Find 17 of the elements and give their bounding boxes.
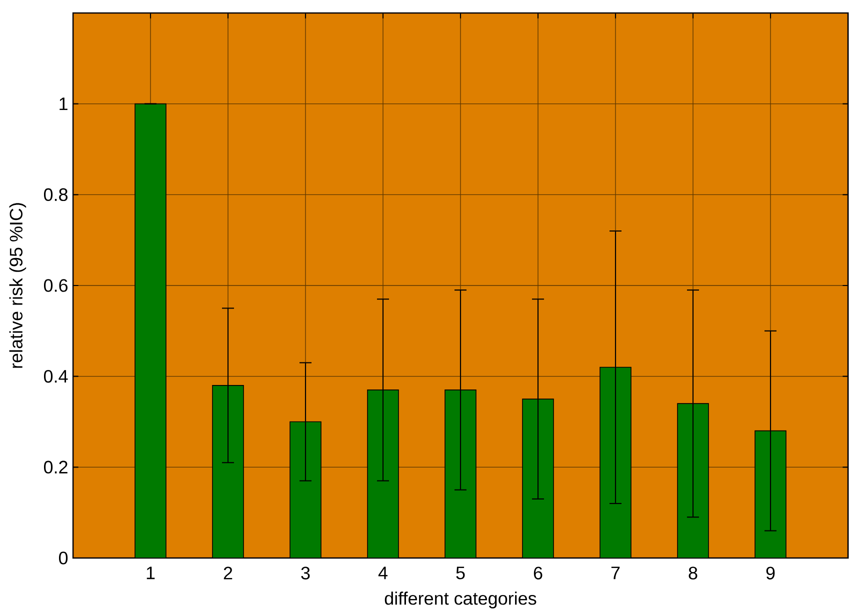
x-tick-label: 7 bbox=[611, 566, 620, 580]
y-tick-label: 0 bbox=[58, 552, 68, 564]
x-tick-label: 4 bbox=[378, 566, 388, 580]
y-tick-label: 0.4 bbox=[44, 370, 68, 383]
y-tick-label: 1 bbox=[60, 98, 68, 110]
y-tick-label: 0.8 bbox=[44, 188, 68, 202]
x-tick-label: 9 bbox=[766, 566, 775, 580]
x-axis-title: different categories bbox=[384, 592, 536, 608]
x-tick-label: 6 bbox=[534, 566, 542, 580]
y-tick-label: 0.6 bbox=[44, 279, 68, 292]
x-tick-label: 5 bbox=[456, 566, 465, 580]
x-tick-label: 2 bbox=[224, 566, 232, 580]
x-tick-label: 8 bbox=[688, 566, 698, 580]
x-tick-label: 3 bbox=[301, 566, 310, 580]
x-tick-label: 1 bbox=[146, 566, 155, 580]
y-axis-title: relative risk (95 %IC) bbox=[9, 203, 26, 368]
y-tick-label: 0.2 bbox=[44, 460, 68, 474]
